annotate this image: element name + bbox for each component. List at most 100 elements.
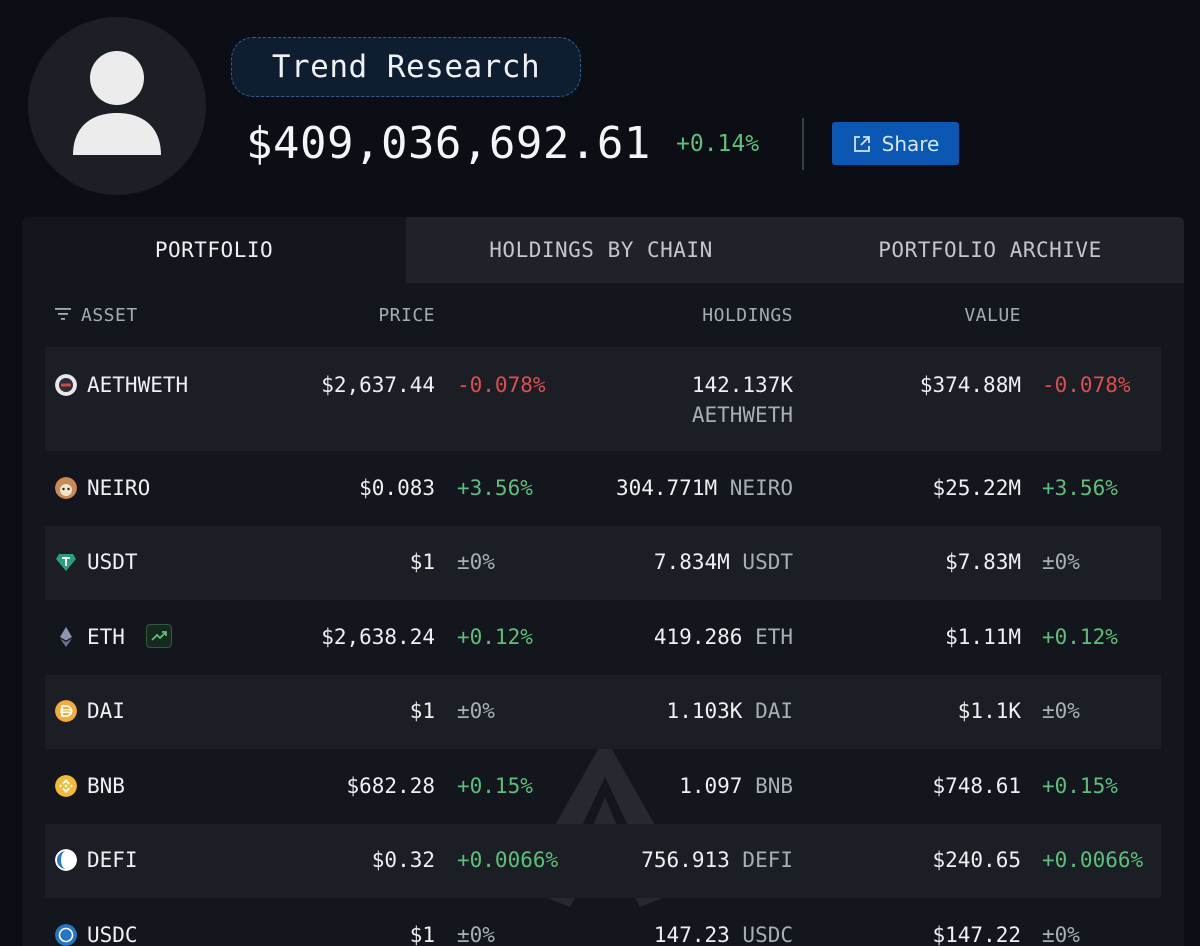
asset-name[interactable]: BNB xyxy=(87,774,125,798)
table-header: ASSET PRICE HOLDINGS VALUE xyxy=(22,283,1184,347)
holdings-amount: 1.103K xyxy=(666,699,743,723)
holdings: 1.097 BNB xyxy=(679,774,793,798)
table-row[interactable]: AETHWETH $2,637.44 -0.078% 142.137K AETH… xyxy=(45,347,1161,451)
asset-name[interactable]: USDT xyxy=(87,550,138,574)
holdings: 304.771M NEIRO xyxy=(616,476,793,500)
eth-token-icon xyxy=(60,627,72,647)
filter-icon[interactable] xyxy=(55,307,71,321)
defi-token-icon xyxy=(55,849,77,871)
asset-value: $7.83M xyxy=(945,550,1021,574)
holdings-amount: 1.097 xyxy=(679,774,743,798)
asset-value: $147.22 xyxy=(932,923,1021,946)
header-divider xyxy=(802,118,804,170)
holdings-amount: 147.23 xyxy=(653,923,730,946)
portfolio-panel: PORTFOLIO HOLDINGS BY CHAIN PORTFOLIO AR… xyxy=(22,217,1184,946)
asset-name[interactable]: USDC xyxy=(87,923,138,946)
asset-price: $1 xyxy=(409,550,435,574)
dai-token-icon xyxy=(55,700,77,722)
tab-portfolio-label: PORTFOLIO xyxy=(154,238,274,262)
holdings-unit: USDT xyxy=(742,550,793,574)
holdings-unit: ETH xyxy=(755,625,793,649)
holdings-unit: USDC xyxy=(742,923,793,946)
asset-name[interactable]: ETH xyxy=(87,625,125,649)
table-row[interactable]: ETH $2,638.24 +0.12% 419.286 ETH $1.11M … xyxy=(45,600,1161,675)
tab-holdings-by-chain-label: HOLDINGS BY CHAIN xyxy=(489,238,713,262)
holdings-amount: 419.286 xyxy=(653,625,743,649)
value-change: +3.56% xyxy=(1042,476,1118,500)
price-change: -0.078% xyxy=(457,373,546,397)
tab-portfolio[interactable]: PORTFOLIO xyxy=(22,217,406,283)
value-change: +0.12% xyxy=(1042,625,1118,649)
total-portfolio-value: $409,036,692.61 xyxy=(246,118,651,169)
asset-price: $682.28 xyxy=(346,774,435,798)
tab-holdings-by-chain[interactable]: HOLDINGS BY CHAIN xyxy=(406,217,796,283)
asset-price: $0.083 xyxy=(359,476,435,500)
asset-value: $748.61 xyxy=(932,774,1021,798)
table-row[interactable]: USDT $1 ±0% 7.834M USDT $7.83M ±0% xyxy=(45,526,1161,600)
holdings-unit: DEFI xyxy=(742,848,793,872)
asset-name[interactable]: NEIRO xyxy=(87,476,151,500)
column-header-price[interactable]: PRICE xyxy=(378,305,435,326)
column-header-value[interactable]: VALUE xyxy=(964,305,1021,326)
value-change: ±0% xyxy=(1042,550,1080,574)
tab-bar: PORTFOLIO HOLDINGS BY CHAIN PORTFOLIO AR… xyxy=(22,217,1184,283)
price-change: +0.12% xyxy=(457,625,533,649)
value-change: +0.0066% xyxy=(1042,848,1144,872)
price-change: ±0% xyxy=(457,923,495,946)
holdings-unit: DAI xyxy=(755,699,793,723)
table-row[interactable]: DEFI $0.32 +0.0066% 756.913 DEFI $240.65… xyxy=(45,824,1161,898)
asset-value: $1.1K xyxy=(957,699,1021,723)
usdt-token-icon xyxy=(56,554,76,571)
neiro-token-icon xyxy=(55,477,77,499)
usdc-token-icon xyxy=(55,924,77,946)
holdings: 419.286 ETH xyxy=(654,625,793,649)
bnb-token-icon xyxy=(55,775,77,797)
column-header-holdings[interactable]: HOLDINGS xyxy=(702,305,793,326)
user-placeholder-icon xyxy=(73,51,161,155)
value-change: ±0% xyxy=(1042,699,1080,723)
tab-portfolio-archive-label: PORTFOLIO ARCHIVE xyxy=(878,238,1102,262)
price-change: +0.0066% xyxy=(457,848,559,872)
entity-name: Trend Research xyxy=(271,49,541,85)
asset-price: $1 xyxy=(409,923,435,946)
holdings-amount: 304.771M xyxy=(615,476,718,500)
asset-value: $25.22M xyxy=(932,476,1021,500)
price-change: ±0% xyxy=(457,550,495,574)
holdings-unit: AETHWETH xyxy=(691,403,793,427)
asset-value: $1.11M xyxy=(945,625,1021,649)
table-row[interactable]: BNB $682.28 +0.15% 1.097 BNB $748.61 +0.… xyxy=(45,749,1161,824)
asset-name[interactable]: DAI xyxy=(87,699,125,723)
holdings: 1.103K DAI xyxy=(667,699,793,723)
value-change: -0.078% xyxy=(1042,373,1131,397)
holdings: 7.834M USDT xyxy=(654,550,793,574)
holdings-amount: 756.913 xyxy=(641,848,730,872)
holdings-unit: NEIRO xyxy=(729,476,793,500)
asset-value: $240.65 xyxy=(932,848,1021,872)
holdings-unit: BNB xyxy=(755,774,793,798)
column-header-asset[interactable]: ASSET xyxy=(81,305,138,326)
price-change: ±0% xyxy=(457,699,495,723)
entity-name-badge: Trend Research xyxy=(231,37,581,97)
asset-price: $0.32 xyxy=(371,848,435,872)
asset-price: $2,637.44 xyxy=(321,373,435,397)
trending-badge[interactable] xyxy=(146,624,172,648)
asset-value: $374.88M xyxy=(919,373,1021,397)
table-row[interactable]: USDC $1 ±0% 147.23 USDC $147.22 ±0% xyxy=(45,898,1161,946)
price-change: +3.56% xyxy=(457,476,533,500)
asset-name[interactable]: DEFI xyxy=(87,848,138,872)
table-row[interactable]: NEIRO $0.083 +3.56% 304.771M NEIRO $25.2… xyxy=(45,451,1161,526)
avatar xyxy=(28,17,206,195)
table-row[interactable]: DAI $1 ±0% 1.103K DAI $1.1K ±0% xyxy=(45,675,1161,749)
total-value-change: +0.14% xyxy=(676,131,760,157)
holdings-amount: 142.137K xyxy=(691,373,793,397)
external-link-icon xyxy=(853,135,870,152)
value-change: ±0% xyxy=(1042,923,1080,946)
share-button-label: Share xyxy=(881,131,940,156)
asset-price: $1 xyxy=(409,699,435,723)
asset-name[interactable]: AETHWETH xyxy=(87,373,189,397)
share-button[interactable]: Share xyxy=(832,122,959,165)
tab-portfolio-archive[interactable]: PORTFOLIO ARCHIVE xyxy=(796,217,1184,283)
asset-price: $2,638.24 xyxy=(321,625,435,649)
holdings: 756.913 DEFI xyxy=(641,848,793,872)
value-change: +0.15% xyxy=(1042,774,1118,798)
